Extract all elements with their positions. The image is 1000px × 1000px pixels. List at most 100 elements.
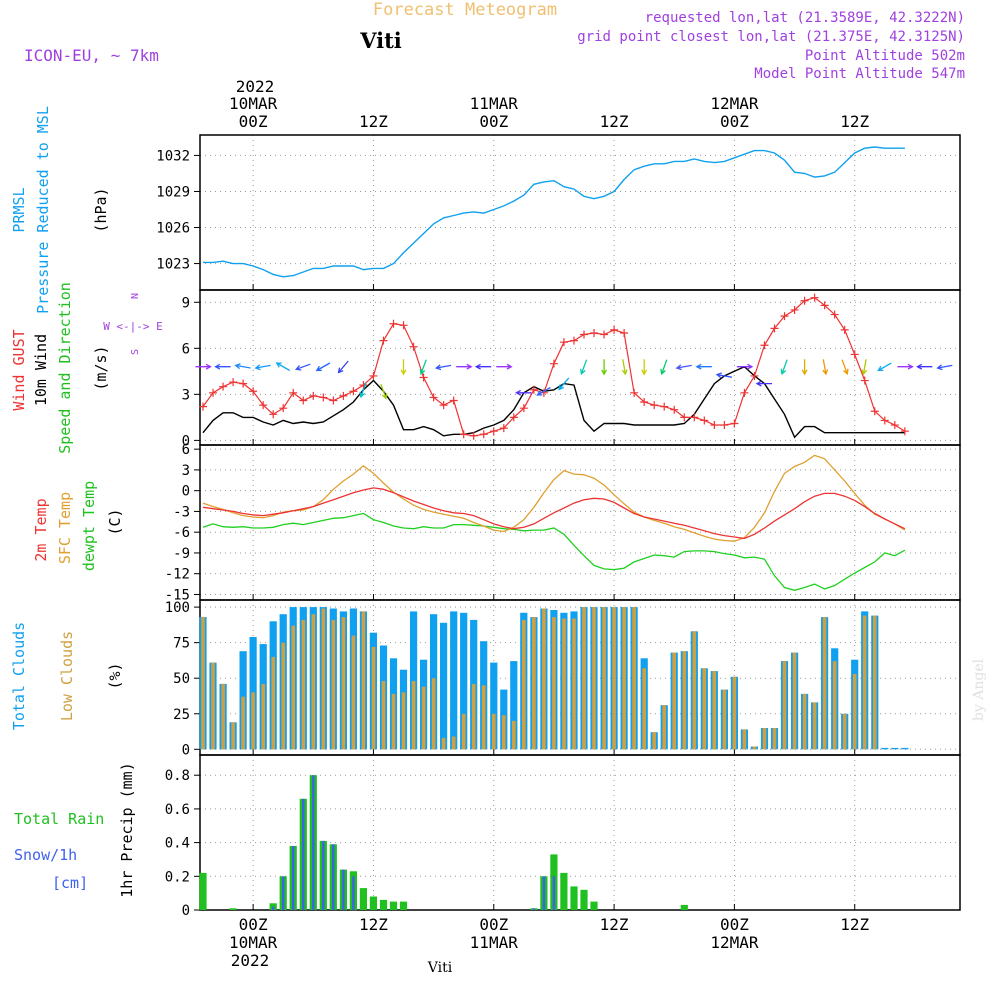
snow-bar bbox=[292, 846, 295, 910]
low-cloud-bar bbox=[792, 652, 797, 750]
low-cloud-bar bbox=[732, 676, 737, 750]
low-cloud-bar bbox=[652, 732, 656, 750]
total-cloud-bar bbox=[510, 661, 518, 750]
gust-marker bbox=[860, 376, 869, 385]
gust-marker bbox=[650, 401, 659, 410]
low-cloud-bar bbox=[762, 728, 767, 750]
low-cloud-bar bbox=[582, 607, 586, 750]
low-cloud-bar bbox=[431, 678, 436, 750]
gust-marker bbox=[870, 407, 879, 416]
low-cloud-bar bbox=[812, 702, 817, 750]
low-cloud-bar bbox=[562, 618, 566, 750]
y-tick-label: 1032 bbox=[156, 148, 190, 164]
bottom-year-label: 2022 bbox=[231, 951, 270, 970]
compass-s: S bbox=[130, 349, 141, 355]
gust-marker bbox=[209, 388, 218, 397]
requested-location: requested lon,lat (21.3589E, 42.3222N) bbox=[645, 10, 965, 26]
y-tick-label: 3 bbox=[182, 387, 190, 403]
gust-marker bbox=[840, 325, 849, 334]
low-cloud-bar bbox=[672, 652, 676, 750]
top-date-label: 12MAR bbox=[710, 94, 759, 113]
gust-marker bbox=[800, 296, 809, 305]
total-cloud-bar bbox=[490, 662, 498, 750]
panel-frame bbox=[199, 134, 961, 291]
gust-marker bbox=[519, 404, 528, 413]
wind-direction-arrow bbox=[456, 363, 473, 370]
top-hour-label: 12Z bbox=[600, 112, 629, 131]
gust-marker bbox=[479, 430, 488, 439]
wind-direction-arrow bbox=[897, 363, 914, 370]
precip-panel: 0 0.2 0.4 0.6 0.8 bbox=[165, 754, 961, 919]
snow-bar bbox=[272, 906, 275, 910]
low-cloud-bar bbox=[351, 635, 356, 750]
model-altitude: Model Point Altitude 547m bbox=[754, 66, 965, 82]
gust-marker bbox=[439, 401, 448, 410]
pressure-label-2: Pressure Reduced to MSL bbox=[34, 106, 52, 314]
wind-direction-arrow bbox=[254, 364, 271, 371]
top-hour-label: 00Z bbox=[720, 112, 749, 131]
gust-marker bbox=[239, 379, 248, 388]
low-cloud-bar bbox=[842, 713, 847, 750]
wind-direction-arrow bbox=[841, 359, 849, 376]
low-cloud-bar bbox=[471, 683, 476, 750]
low-cloud-bar bbox=[642, 668, 646, 750]
top-hour-label: 12Z bbox=[359, 112, 388, 131]
low-cloud-bar bbox=[852, 673, 857, 750]
pressure-unit: (hPa) bbox=[92, 187, 110, 232]
wind-unit: (m/s) bbox=[92, 345, 110, 390]
gust-marker bbox=[369, 371, 378, 380]
low-cloud-bar bbox=[622, 607, 626, 750]
low-cloud-bar bbox=[461, 713, 466, 750]
low-clouds-label: Low Clouds bbox=[58, 631, 76, 721]
gust-marker bbox=[489, 427, 498, 436]
wind-direction-arrow bbox=[195, 363, 212, 370]
wind-direction-arrow bbox=[434, 364, 452, 371]
low-cloud-bar bbox=[201, 617, 205, 750]
compass-we: W <-|-> E bbox=[103, 320, 163, 333]
wind-direction-arrow bbox=[474, 363, 492, 370]
total-cloud-bar bbox=[891, 747, 899, 750]
wind-direction-arrow bbox=[400, 359, 407, 376]
y-tick-label: -6 bbox=[173, 525, 190, 541]
low-cloud-bar bbox=[281, 642, 285, 750]
low-cloud-bar bbox=[381, 681, 386, 750]
total-cloud-bar bbox=[450, 611, 458, 750]
gust-marker bbox=[760, 341, 769, 350]
gust-marker bbox=[419, 373, 428, 382]
low-cloud-bar bbox=[772, 728, 777, 750]
wind-direction-arrow bbox=[822, 359, 829, 376]
gust-marker bbox=[289, 388, 298, 397]
gust-marker bbox=[499, 424, 508, 433]
low-cloud-bar bbox=[602, 607, 606, 750]
gust-marker bbox=[279, 404, 288, 413]
y-tick-label: 3 bbox=[182, 463, 190, 479]
temp-unit: (C) bbox=[106, 508, 124, 535]
gust-marker bbox=[710, 421, 719, 430]
wind-dir-label: Speed and Direction bbox=[56, 282, 74, 454]
grid-location: grid point closest lon,lat (21.375E, 42.… bbox=[577, 29, 965, 45]
wind-direction-arrow bbox=[536, 386, 551, 396]
wind-direction-arrow bbox=[801, 359, 808, 376]
wind-direction-arrow bbox=[601, 359, 608, 376]
pressure-label-1: PRMSL bbox=[10, 187, 28, 232]
wind-direction-arrow bbox=[755, 380, 772, 387]
wind-direction-arrow bbox=[877, 362, 892, 372]
rain-bar bbox=[399, 901, 408, 910]
total-clouds-label: Total Clouds bbox=[10, 622, 28, 730]
y-tick-label: 6 bbox=[182, 442, 190, 458]
wind-direction-arrow bbox=[337, 360, 349, 374]
y-tick-label: -12 bbox=[165, 567, 190, 583]
low-cloud-bar bbox=[481, 685, 486, 750]
bottom-hour-label: 00Z bbox=[239, 915, 268, 934]
gust-marker bbox=[850, 350, 859, 359]
y-tick-label: 0.2 bbox=[165, 869, 190, 885]
wind-direction-arrow bbox=[275, 362, 291, 372]
gust-marker bbox=[339, 391, 348, 400]
wind-direction-arrow bbox=[558, 377, 570, 391]
y-tick-label: 6 bbox=[182, 341, 190, 357]
gust-marker bbox=[750, 371, 759, 380]
low-cloud-bar bbox=[321, 608, 326, 750]
gust-marker bbox=[349, 387, 358, 396]
y-tick-label: 75 bbox=[173, 636, 190, 652]
y-tick-label: -15 bbox=[165, 587, 190, 603]
